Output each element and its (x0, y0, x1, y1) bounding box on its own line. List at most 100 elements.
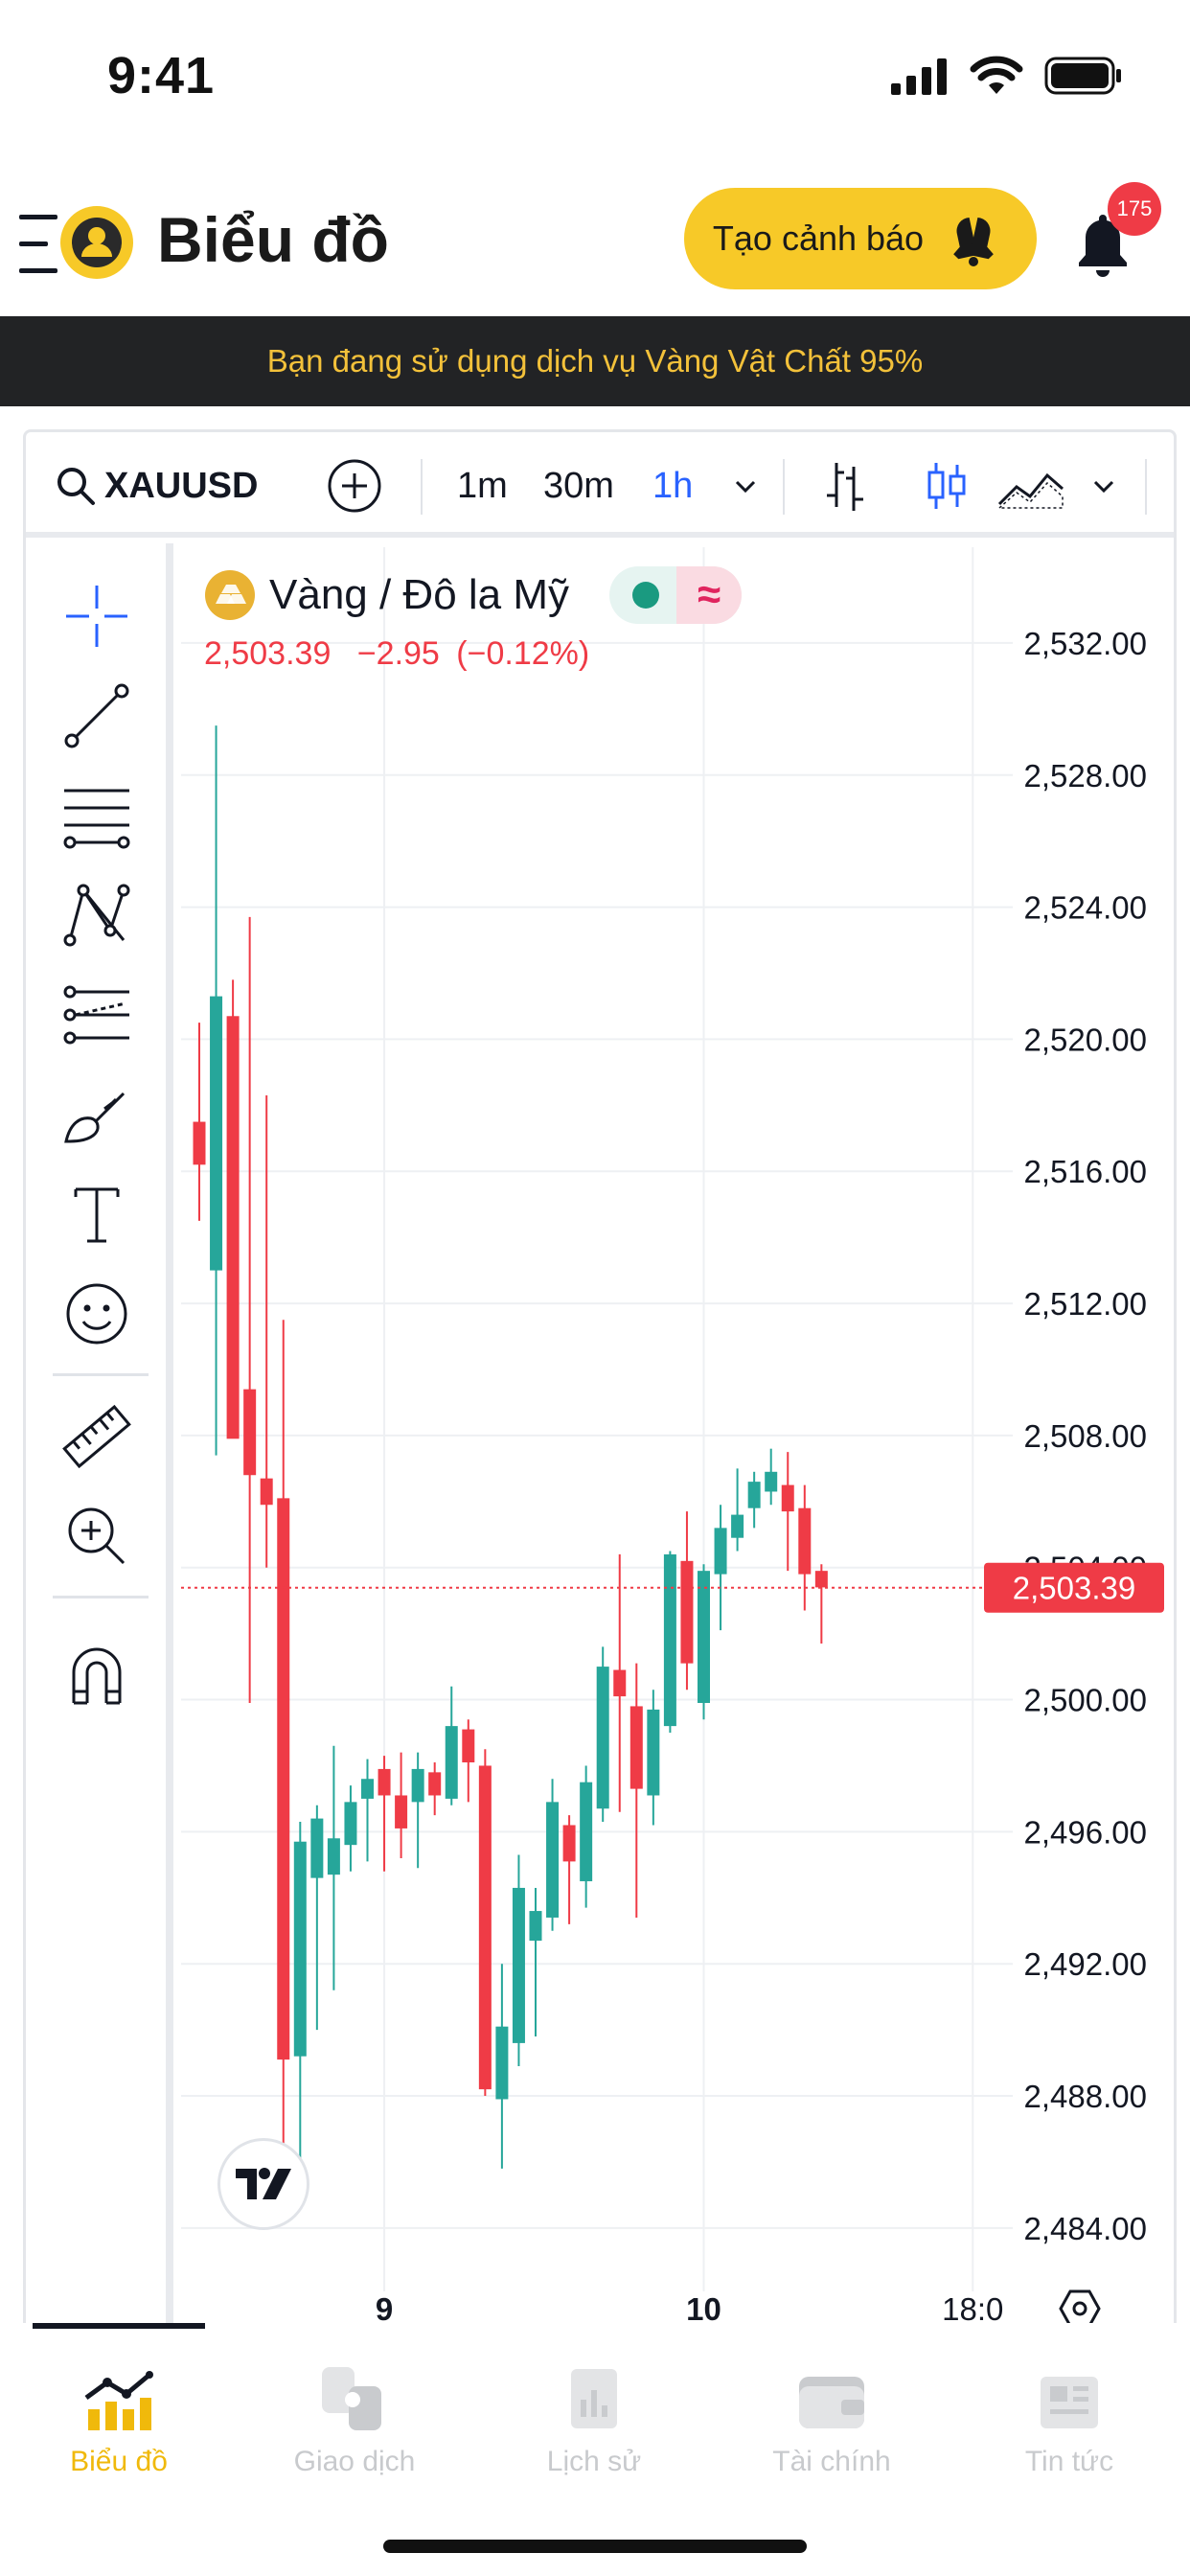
emoji-tool[interactable] (58, 1276, 135, 1352)
home-indicator (383, 2540, 807, 2553)
nav-label: Lịch sử (546, 2446, 642, 2477)
time-axis-label: 9 (376, 2291, 393, 2327)
quote-row: 2,503.39 −2.95 (−0.12%) (204, 635, 606, 673)
candle-style-button[interactable] (923, 457, 971, 515)
wifi-icon (970, 56, 1023, 94)
brush-tool[interactable] (58, 1076, 135, 1153)
bar-style-button[interactable] (821, 457, 869, 515)
last-price-label-bg (984, 1562, 1164, 1613)
nav-label: Giao dịch (293, 2446, 416, 2477)
trendline-tool[interactable] (58, 678, 135, 754)
magnet-icon (72, 1647, 122, 1705)
interval-dropdown[interactable] (731, 457, 760, 515)
candle-body (529, 1911, 542, 1942)
create-alert-button[interactable]: Tạo cảnh báo (684, 188, 1037, 289)
indicators-button[interactable] (997, 457, 1064, 515)
status-icons (891, 56, 1123, 96)
status-bar: 9:41 (0, 0, 1190, 153)
prediction-tool[interactable] (58, 977, 135, 1053)
toolbar-divider (783, 459, 785, 515)
chart-toolbar: XAUUSD 1m 30m 1h (26, 432, 1174, 538)
nav-item-history[interactable]: Lịch sử (498, 2361, 690, 2478)
nav-item-chart[interactable]: Biểu đồ (23, 2361, 215, 2478)
wallet-icon (799, 2377, 864, 2428)
ruler-tool[interactable] (58, 1398, 135, 1475)
candle-body (580, 1782, 593, 1882)
status-time: 9:41 (107, 47, 216, 104)
nav-item-news[interactable]: Tin tức (973, 2361, 1165, 2478)
candle-body (798, 1507, 812, 1575)
menu-avatar-button[interactable] (19, 201, 144, 288)
chevron-down-icon (1093, 480, 1114, 494)
prediction-icon (63, 985, 129, 1045)
zoom-in-icon (68, 1507, 126, 1565)
last-price: 2,503.39 (204, 635, 332, 672)
zoom-in-tool[interactable] (58, 1498, 135, 1575)
candle-body (210, 996, 223, 1271)
trendline-icon (64, 683, 129, 748)
fib-tool[interactable] (58, 777, 135, 854)
magnet-tool[interactable] (58, 1636, 135, 1713)
candle-body (495, 2026, 509, 2100)
candle-body (361, 1779, 374, 1799)
price-axis-label: 2,512.00 (1024, 1286, 1147, 1322)
emoji-icon (66, 1283, 127, 1345)
text-tool[interactable] (58, 1176, 135, 1253)
settings-icon[interactable] (1059, 2289, 1101, 2328)
candle-body (445, 1726, 458, 1799)
price-axis-label: 2,492.00 (1024, 1946, 1147, 1982)
toolbar-divider (1145, 459, 1147, 515)
candle-body (698, 1571, 710, 1703)
candle-body (647, 1709, 660, 1796)
chart-widget: XAUUSD 1m 30m 1h (23, 429, 1177, 2346)
candle-body (663, 1553, 676, 1727)
candle-body (781, 1484, 794, 1512)
candle-body (629, 1706, 643, 1789)
price-axis-label: 2,532.00 (1024, 626, 1147, 661)
interval-1h[interactable]: 1h (652, 465, 694, 506)
price-axis-label: 2,500.00 (1024, 1683, 1147, 1718)
candle-body (243, 1389, 257, 1476)
nav-item-trade[interactable]: Giao dịch (259, 2361, 450, 2478)
header: Biểu đồ Tạo cảnh báo (0, 172, 1190, 316)
avatar-icon (60, 206, 133, 279)
sidebar-divider (53, 1373, 149, 1376)
tradingview-logo-button[interactable] (217, 2138, 309, 2230)
candle-body (765, 1471, 778, 1492)
text-icon (74, 1187, 120, 1243)
candle-body (260, 1478, 273, 1506)
pattern-icon (63, 884, 130, 947)
candle-body (310, 1818, 324, 1878)
create-alert-label: Tạo cảnh báo (712, 218, 925, 258)
interval-30m[interactable]: 30m (543, 465, 614, 506)
indicators-dropdown[interactable] (1089, 457, 1118, 515)
price-axis-label: 2,484.00 (1024, 2211, 1147, 2246)
nav-item-finance[interactable]: Tài chính (736, 2361, 927, 2478)
symbol-search-button[interactable]: XAUUSD (55, 457, 258, 515)
market-status-badge[interactable]: ≈ (609, 566, 743, 624)
toolbar-divider (421, 459, 423, 515)
ruler-icon (62, 1404, 131, 1469)
candle-body (731, 1514, 744, 1538)
settings-icon-center (1072, 2301, 1087, 2316)
nav-label: Tài chính (772, 2446, 891, 2477)
cellular-signal-icon (891, 58, 947, 95)
price-chart[interactable]: 2,532.00 2,528.00 2,524.00 2,520.00 2,516.00… (26, 432, 1176, 2346)
chart-icon (84, 2371, 153, 2430)
interval-1m[interactable]: 1m (457, 465, 508, 506)
price-change-percent: (−0.12%) (456, 635, 590, 672)
candle-body (226, 1016, 240, 1439)
brush-icon (64, 1092, 126, 1143)
service-banner: Bạn đang sử dụng dịch vụ Vàng Vật Chất 9… (0, 316, 1190, 406)
compare-symbol-button[interactable] (327, 457, 382, 515)
indicators-icon (997, 472, 1064, 509)
price-axis-label: 2,528.00 (1024, 758, 1147, 794)
search-icon (57, 468, 95, 505)
crosshair-tool[interactable] (58, 578, 135, 655)
nav-label: Biểu đồ (70, 2446, 168, 2477)
crosshair-icon (66, 586, 127, 647)
candle-body (193, 1121, 206, 1165)
pattern-tool[interactable] (58, 877, 135, 954)
price-axis-label: 2,524.00 (1024, 890, 1147, 926)
gold-icon (205, 570, 255, 620)
